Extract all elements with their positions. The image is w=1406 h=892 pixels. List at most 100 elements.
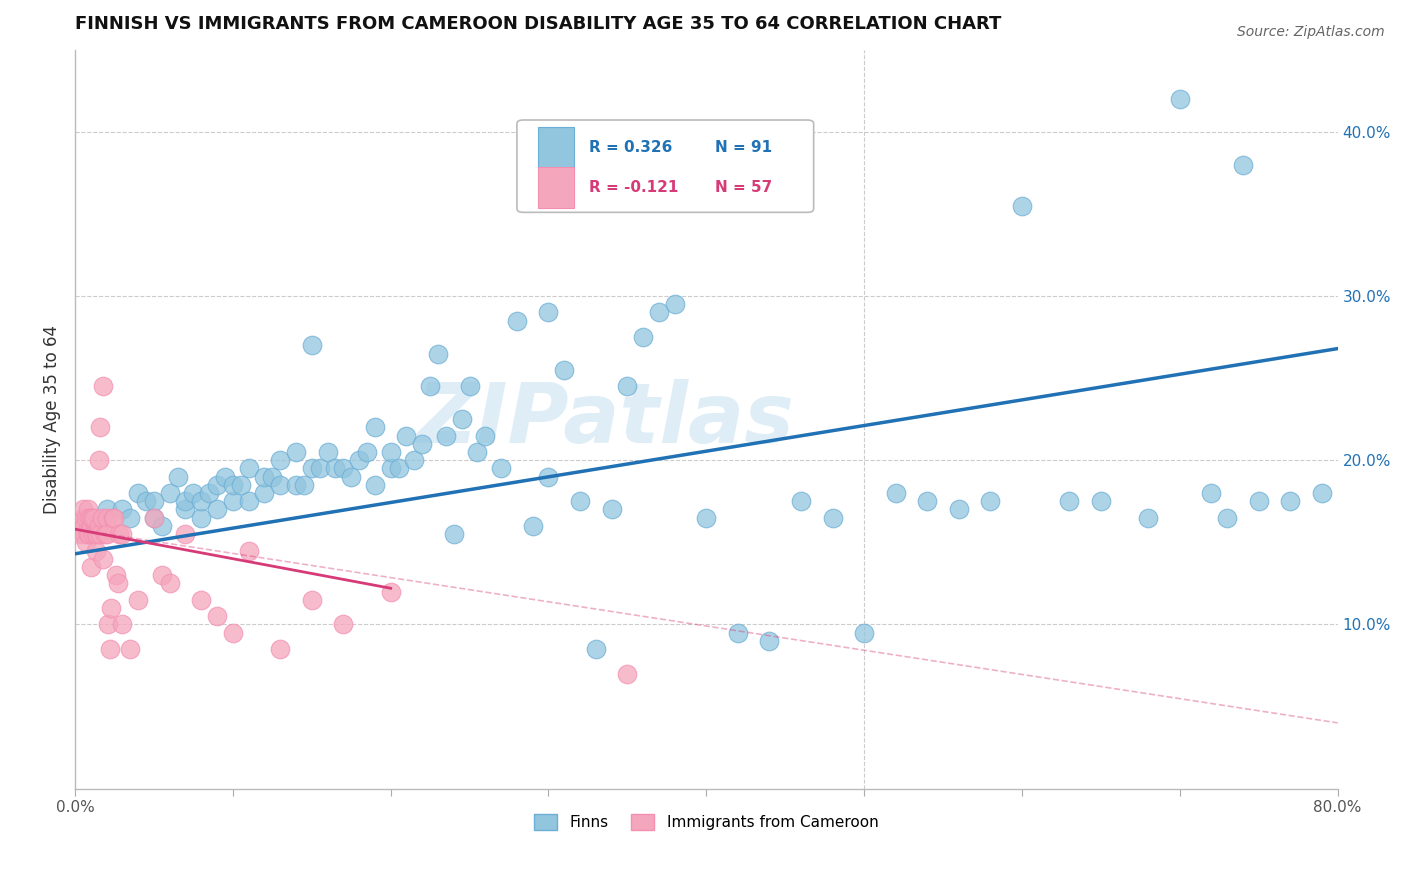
Point [120,510,142,524]
Point [380,461,402,475]
Point [489,461,512,475]
Point [83,527,105,541]
Text: N = 91: N = 91 [716,140,772,155]
Point [917,494,939,508]
Point [631,330,654,344]
Point [262,469,284,483]
Point [70,519,93,533]
Point [695,510,717,524]
Point [325,461,347,475]
Point [111,502,134,516]
Point [474,428,496,442]
Point [77,510,100,524]
Point [411,437,433,451]
Point [1059,494,1081,508]
Point [427,346,450,360]
Point [585,642,607,657]
Text: FINNISH VS IMMIGRANTS FROM CAMEROON DISABILITY AGE 35 TO 64 CORRELATION CHART: FINNISH VS IMMIGRANTS FROM CAMEROON DISA… [75,15,1001,33]
Point [82,510,104,524]
Point [80,560,103,574]
Point [198,486,221,500]
Point [1201,486,1223,500]
Point [166,469,188,483]
Point [183,486,205,500]
Point [1137,510,1160,524]
Point [93,379,115,393]
Point [301,338,323,352]
Point [76,502,98,516]
Point [292,478,315,492]
Point [76,527,98,541]
Point [111,527,134,541]
Point [205,478,228,492]
Point [616,379,638,393]
Point [222,494,245,508]
Point [364,420,387,434]
Point [758,633,780,648]
Point [87,453,110,467]
Point [467,445,489,459]
Point [616,666,638,681]
Point [387,461,409,475]
Point [89,420,111,434]
Point [884,486,907,500]
Point [600,502,623,516]
Point [127,592,149,607]
Point [80,519,103,533]
Point [380,445,402,459]
Point [253,486,276,500]
Point [100,601,122,615]
Point [790,494,813,508]
Point [75,510,97,524]
Point [75,535,97,549]
Point [553,363,575,377]
Bar [538,128,574,168]
Point [450,412,472,426]
Point [111,617,134,632]
Point [1168,92,1191,106]
Point [537,469,560,483]
Point [308,461,330,475]
Point [159,576,181,591]
Point [174,527,197,541]
Point [569,494,592,508]
Point [222,625,245,640]
Point [101,510,124,524]
Point [1247,494,1270,508]
Point [96,502,118,516]
Point [89,527,111,541]
Point [979,494,1001,508]
Point [522,519,544,533]
Point [364,478,387,492]
Point [87,519,110,533]
Text: ZIPatlas: ZIPatlas [416,379,794,459]
Point [82,527,104,541]
Point [316,445,339,459]
Point [190,510,212,524]
Point [419,379,441,393]
Point [142,510,165,524]
Point [238,461,260,475]
Point [205,502,228,516]
Point [395,428,418,442]
FancyBboxPatch shape [517,120,814,212]
Point [1090,494,1112,508]
Point [269,453,291,467]
Point [120,642,142,657]
Y-axis label: Disability Age 35 to 64: Disability Age 35 to 64 [44,325,60,514]
Text: N = 57: N = 57 [716,180,772,195]
Point [105,568,128,582]
Point [90,510,112,524]
Point [443,527,465,541]
Point [1232,158,1254,172]
Point [404,453,426,467]
Point [506,314,529,328]
Point [96,510,118,524]
Point [1011,199,1033,213]
Point [142,510,165,524]
Text: Source: ZipAtlas.com: Source: ZipAtlas.com [1237,25,1385,39]
Point [108,527,131,541]
Point [77,527,100,541]
Point [190,592,212,607]
Point [1216,510,1239,524]
